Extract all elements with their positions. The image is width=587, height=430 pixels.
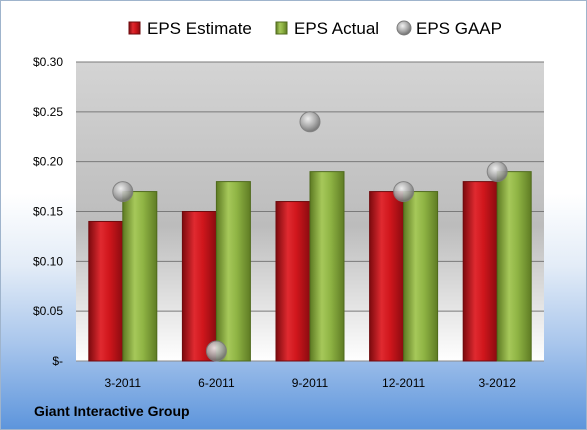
legend: EPS Estimate EPS Actual EPS GAAP <box>128 19 502 38</box>
bar-eps-actual <box>122 191 158 362</box>
x-tick-label: 6-2011 <box>198 376 235 390</box>
legend-swatch-gaap <box>396 20 412 36</box>
bar-eps-actual <box>309 171 345 362</box>
y-tick-label: $0.05 <box>33 304 63 318</box>
bar-eps-estimate <box>88 220 124 362</box>
bar-eps-actual <box>215 181 251 362</box>
y-tick-label: $0.30 <box>33 55 63 69</box>
legend-swatch-actual <box>275 21 288 35</box>
point-eps-gaap <box>112 181 134 203</box>
x-tick-label: 12-2011 <box>382 376 425 390</box>
y-tick-label: $0.25 <box>33 105 63 119</box>
legend-label: EPS Estimate <box>147 19 252 38</box>
point-eps-gaap <box>486 161 508 183</box>
x-tick-label: 3-2012 <box>479 376 517 390</box>
point-eps-gaap <box>299 111 321 133</box>
x-tick-label: 3-2011 <box>105 376 142 390</box>
bar-eps-actual <box>403 191 439 362</box>
point-eps-gaap <box>393 181 415 203</box>
gaap-points <box>112 111 508 362</box>
bar-eps-estimate <box>369 191 405 362</box>
bar-eps-estimate <box>462 181 498 362</box>
bar-eps-actual <box>496 171 532 362</box>
y-tick-label: $0.15 <box>33 205 63 219</box>
x-tick-label: 9-2011 <box>292 376 329 390</box>
company-name: Giant Interactive Group <box>34 403 190 419</box>
y-tick-label: $- <box>52 354 63 368</box>
bar-eps-estimate <box>275 201 311 362</box>
y-tick-label: $0.20 <box>33 155 63 169</box>
legend-swatch-estimate <box>128 21 141 35</box>
bar-eps-estimate <box>181 211 217 362</box>
x-axis: 3-2011 6-2011 9-2011 12-2011 3-2012 <box>105 376 517 390</box>
point-eps-gaap <box>205 340 227 362</box>
legend-label: EPS GAAP <box>416 19 502 38</box>
legend-label: EPS Actual <box>294 19 379 38</box>
y-axis: $- $0.05 $0.10 $0.15 $0.20 $0.25 $0.30 <box>33 55 63 368</box>
y-tick-label: $0.10 <box>33 254 63 268</box>
bars <box>88 171 532 362</box>
